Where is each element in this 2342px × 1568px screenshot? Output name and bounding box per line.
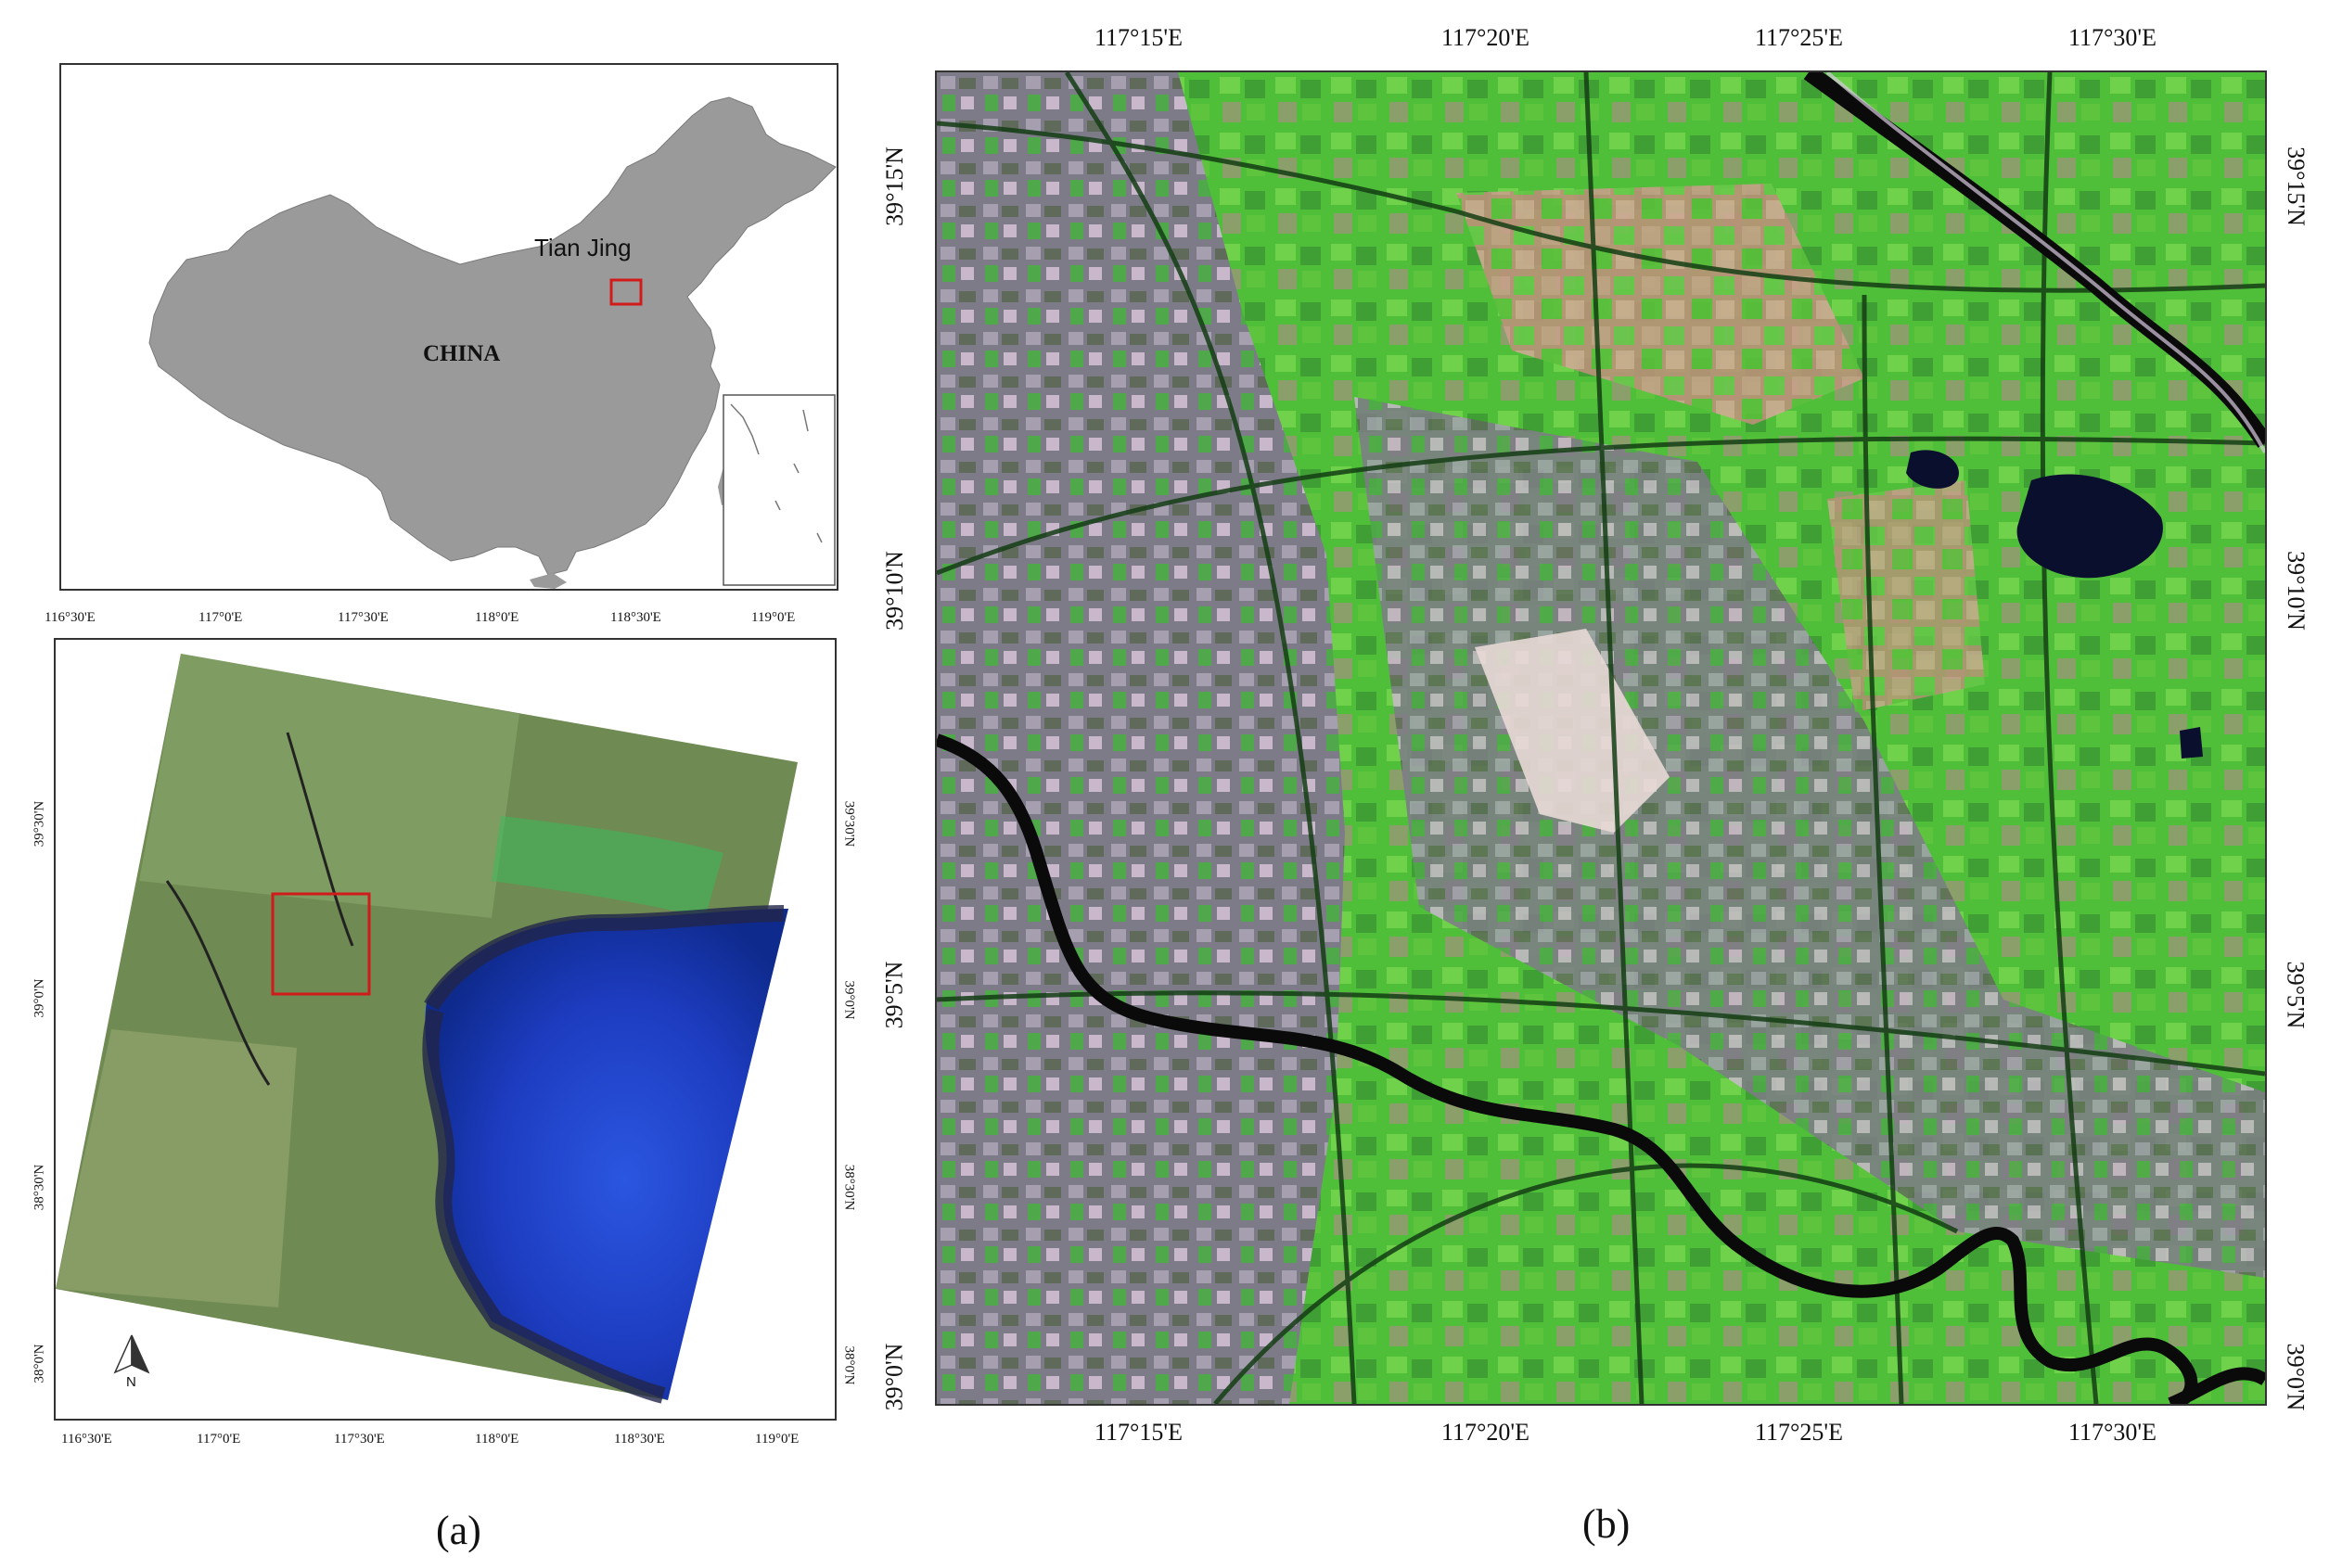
scene-right-tick: 39°0'N <box>841 980 857 1020</box>
airport-area <box>1475 629 1670 833</box>
north-arrow-icon <box>113 1334 150 1374</box>
panel-a-caption: (a) <box>436 1508 481 1553</box>
city-label: Tian Jing <box>534 234 632 261</box>
small-lake <box>1906 450 1959 489</box>
farmland-area-2 <box>1827 480 1985 712</box>
scene-satellite-image <box>56 654 798 1404</box>
scene-right-tick: 39°30'N <box>841 800 857 848</box>
hainan-island <box>530 573 567 589</box>
scene-map-frame: N <box>54 638 837 1421</box>
detail-right-tick: 39°5'N <box>2282 961 2310 1029</box>
detail-bottom-tick: 117°30'E <box>2068 1419 2156 1446</box>
detail-bottom-tick: 117°25'E <box>1755 1419 1843 1446</box>
scene-top-tick: 118°30'E <box>610 610 661 625</box>
tianjin-highlight-box <box>609 278 643 306</box>
detail-right-tick: 39°15'N <box>2282 147 2310 226</box>
china-landmass <box>148 96 837 576</box>
china-inset-frame: Tian Jing CHINA <box>59 63 838 591</box>
scene-left-tick: 38°0'N <box>32 1344 47 1383</box>
pond <box>2180 727 2203 759</box>
scene-right-tick: 38°30'N <box>841 1164 857 1211</box>
study-area-box <box>271 892 371 996</box>
scene-left-tick: 38°30'N <box>32 1164 47 1211</box>
scene-green-patch <box>492 816 723 918</box>
scene-bottom-tick: 117°0'E <box>197 1432 241 1447</box>
detail-left-tick: 39°0'N <box>880 1343 908 1411</box>
detail-top-tick: 117°20'E <box>1441 24 1529 51</box>
scene-bottom-tick: 119°0'E <box>755 1432 800 1447</box>
scene-top-tick: 116°30'E <box>45 610 96 625</box>
detail-left-tick: 39°15'N <box>880 147 908 226</box>
north-label: N <box>126 1374 136 1390</box>
scene-bottom-tick: 117°30'E <box>334 1432 385 1447</box>
detail-top-tick: 117°25'E <box>1755 24 1843 51</box>
china-inset-map <box>148 96 837 589</box>
detail-satellite-image <box>937 72 2265 1404</box>
detail-right-tick: 39°10'N <box>2282 551 2310 631</box>
scene-bottom-tick: 118°30'E <box>614 1432 665 1447</box>
farmland-area <box>1456 184 1864 425</box>
scene-top-tick: 117°30'E <box>338 610 389 625</box>
scene-top-tick: 117°0'E <box>198 610 243 625</box>
scene-left-tick: 39°0'N <box>32 978 47 1018</box>
detail-left-tick: 39°10'N <box>880 551 908 631</box>
coast-dark-fringe <box>422 905 785 1404</box>
scene-bottom-tick: 118°0'E <box>475 1432 519 1447</box>
scene-left-tick: 39°30'N <box>32 800 47 848</box>
detail-right-tick: 39°0'N <box>2282 1343 2310 1411</box>
river-line <box>165 732 354 1086</box>
detail-top-tick: 117°15'E <box>1094 24 1183 51</box>
detail-bottom-tick: 117°20'E <box>1441 1419 1529 1446</box>
detail-top-tick: 117°30'E <box>2068 24 2156 51</box>
haihe-river <box>937 733 2265 1404</box>
detail-left-tick: 39°5'N <box>880 961 908 1029</box>
scene-land-light <box>139 654 519 918</box>
scene-bottom-tick: 116°30'E <box>61 1432 112 1447</box>
scene-land-tan <box>56 1029 297 1307</box>
scene-top-tick: 119°0'E <box>751 610 796 625</box>
south-china-sea-coast <box>730 403 823 543</box>
scene-top-tick: 118°0'E <box>475 610 519 625</box>
country-label: CHINA <box>423 341 501 366</box>
panel-b-caption: (b) <box>1582 1501 1631 1547</box>
bohai-sea <box>425 909 788 1400</box>
detail-bottom-tick: 117°15'E <box>1094 1419 1183 1446</box>
canal-edge <box>1825 72 2265 453</box>
road-network <box>937 72 2265 1404</box>
large-lake <box>2016 474 2163 579</box>
urban-core-area <box>937 72 1345 1404</box>
detail-map-frame <box>935 70 2267 1406</box>
scene-right-tick: 38°0'N <box>841 1345 857 1385</box>
urban-east-area <box>1354 397 2265 1278</box>
south-china-sea-inset <box>723 394 836 586</box>
